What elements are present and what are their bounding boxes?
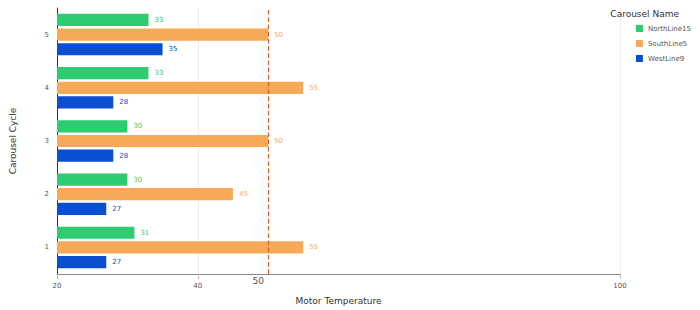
svg-text:SouthLine5: SouthLine5 (648, 40, 687, 48)
svg-text:WestLine9: WestLine9 (648, 55, 684, 63)
svg-text:NorthLine15: NorthLine15 (648, 25, 691, 33)
svg-text:Carousel Name: Carousel Name (610, 9, 679, 19)
svg-text:20: 20 (53, 282, 62, 290)
svg-text:31: 31 (140, 229, 149, 237)
svg-text:50: 50 (274, 31, 283, 39)
svg-text:4: 4 (45, 84, 50, 92)
svg-text:40: 40 (193, 282, 202, 290)
svg-text:5: 5 (45, 31, 49, 39)
svg-text:55: 55 (309, 84, 318, 92)
svg-text:3: 3 (45, 137, 49, 145)
svg-text:27: 27 (112, 205, 121, 213)
svg-text:28: 28 (119, 98, 128, 106)
svg-text:45: 45 (239, 190, 248, 198)
svg-text:27: 27 (112, 258, 121, 266)
svg-text:50: 50 (274, 137, 283, 145)
svg-text:28: 28 (119, 152, 128, 160)
svg-text:30: 30 (133, 176, 142, 184)
svg-text:35: 35 (169, 45, 178, 53)
svg-text:Carousel Cycle: Carousel Cycle (8, 107, 18, 174)
svg-text:33: 33 (154, 69, 163, 77)
svg-text:100: 100 (613, 282, 626, 290)
svg-text:33: 33 (154, 16, 163, 24)
svg-text:1: 1 (45, 243, 49, 251)
svg-text:2: 2 (45, 190, 49, 198)
svg-text:Motor Temperature: Motor Temperature (296, 296, 382, 306)
svg-text:50: 50 (252, 276, 264, 286)
svg-text:30: 30 (133, 122, 142, 130)
svg-text:55: 55 (309, 243, 318, 251)
